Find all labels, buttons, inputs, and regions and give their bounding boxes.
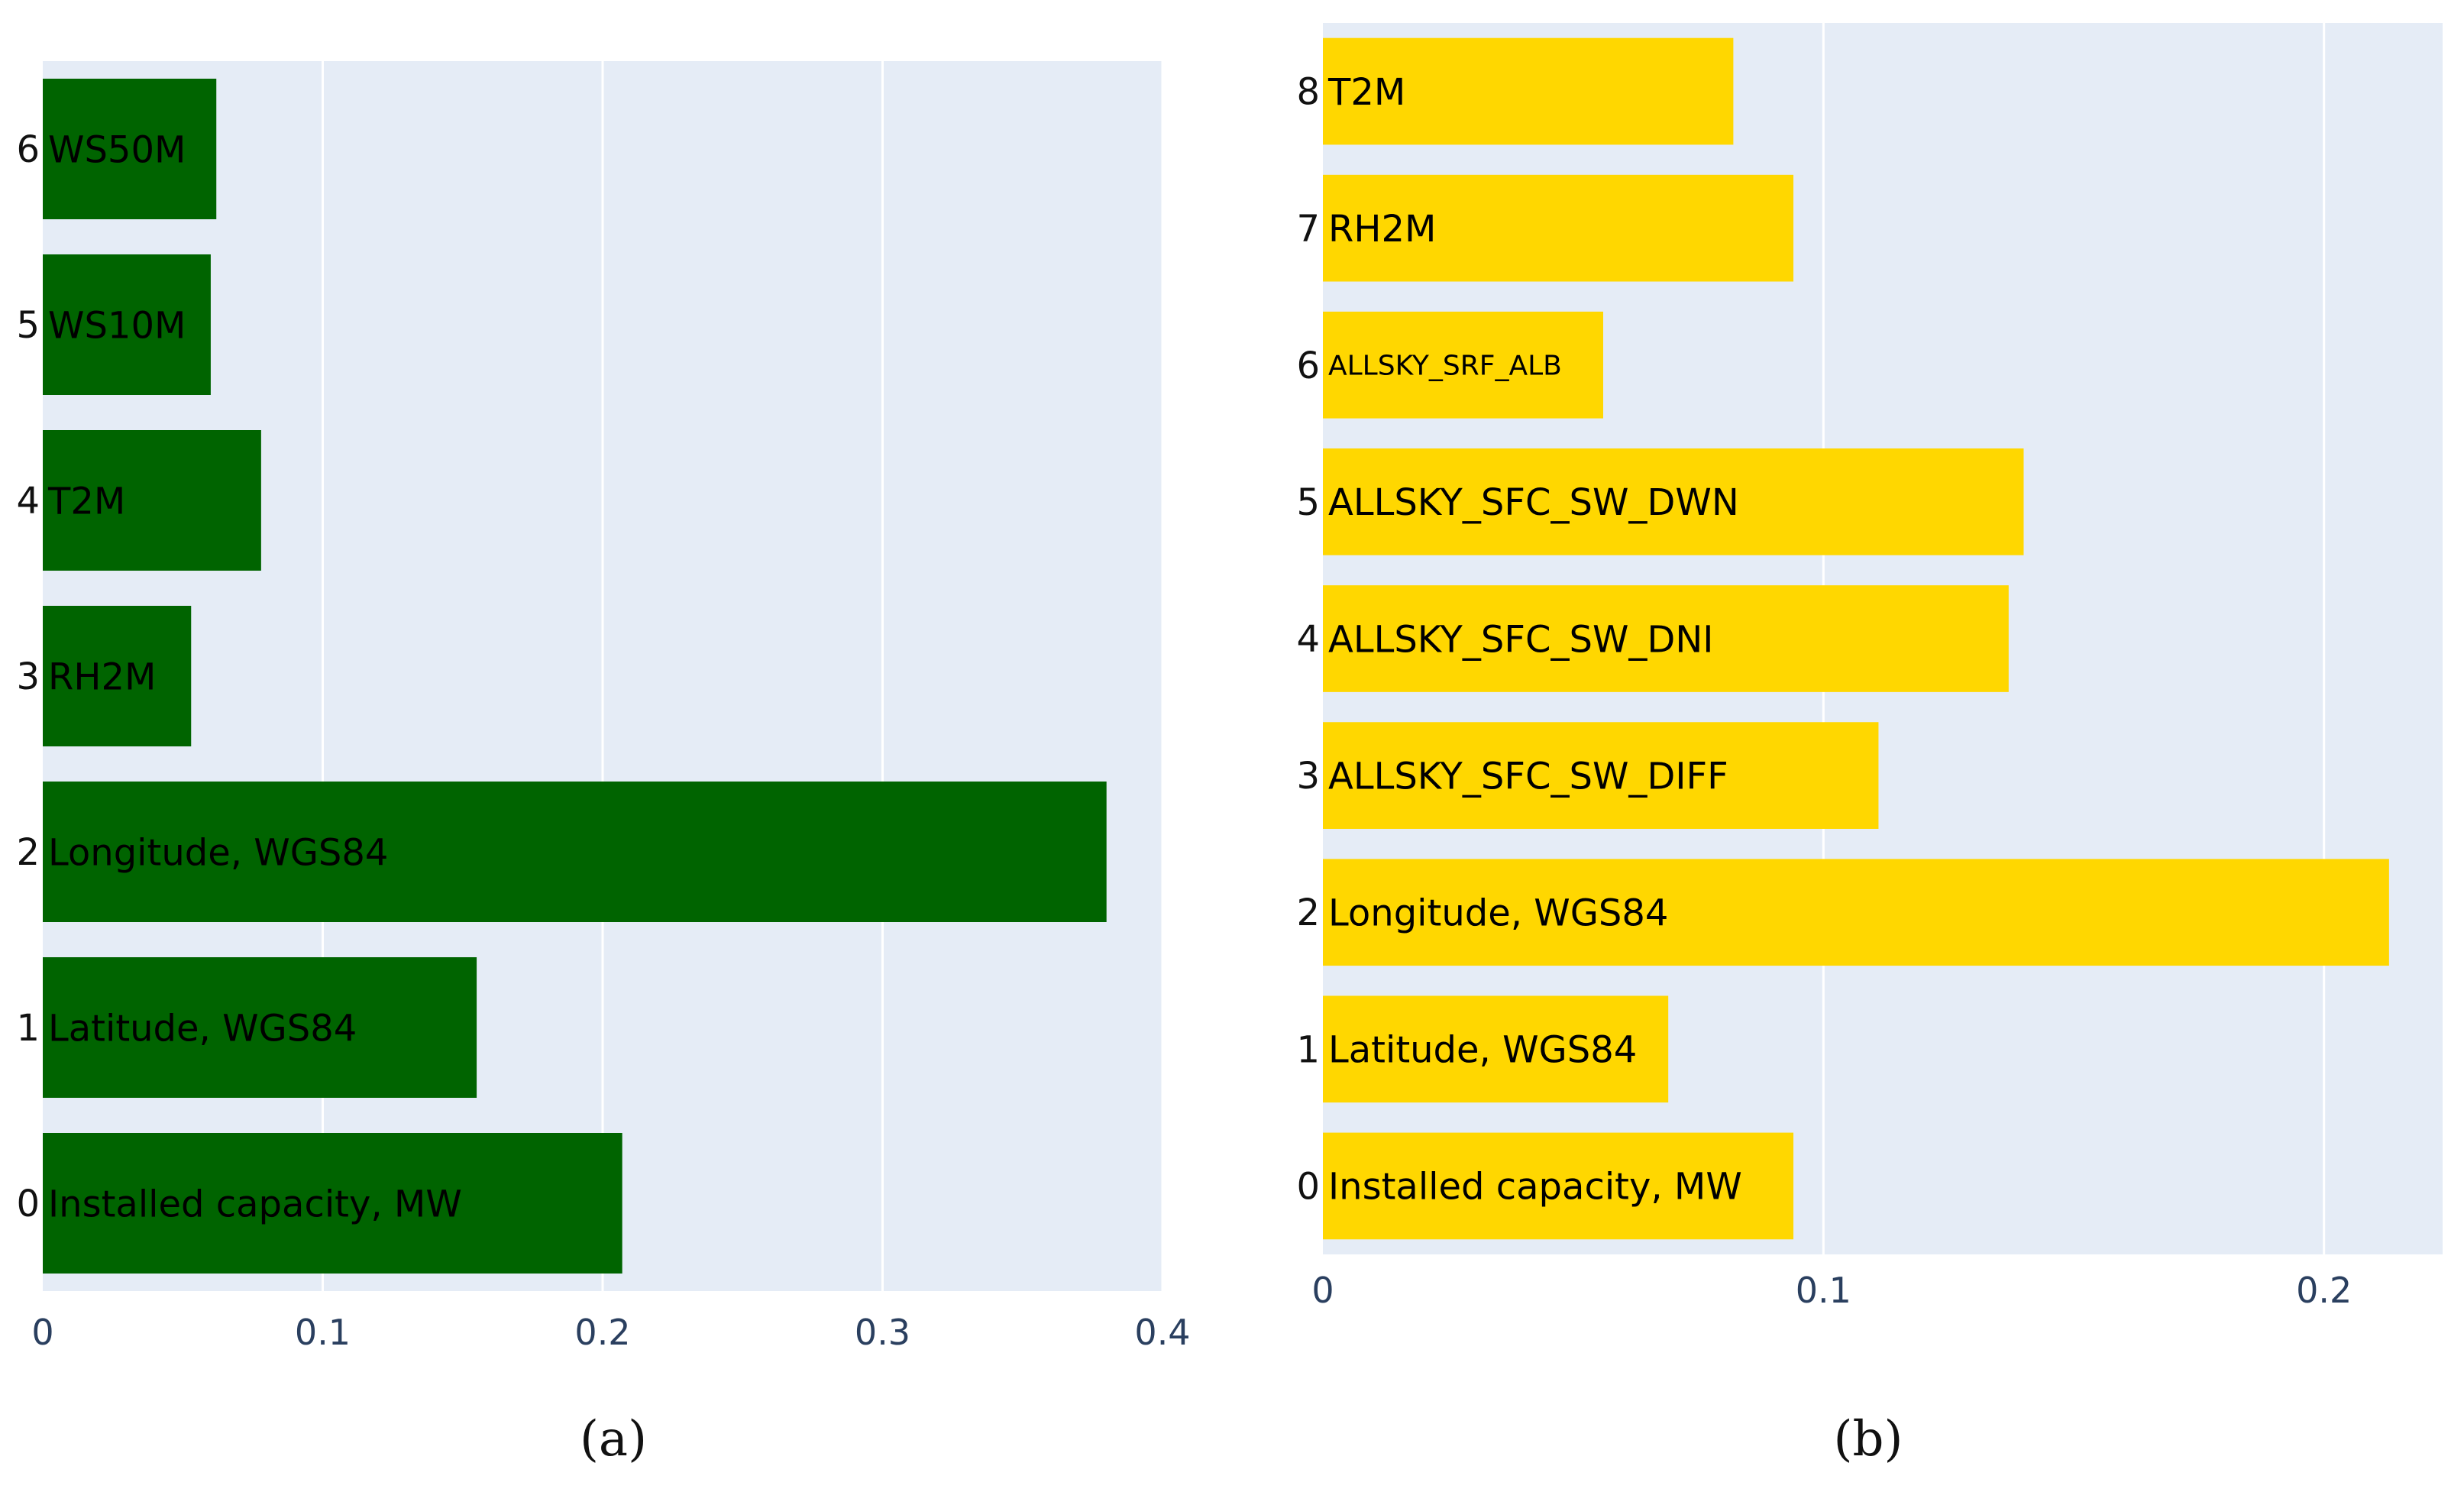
bar-label-b-6: ALLSKY_SRF_ALB	[1328, 351, 1562, 382]
category-index-b-1: 1	[1296, 1028, 1320, 1071]
bar-b-3	[1323, 722, 1879, 829]
bar-a-0	[43, 1133, 622, 1274]
bar-label-b-4: ALLSKY_SFC_SW_DNI	[1328, 618, 1713, 661]
bar-a-2	[43, 782, 1107, 922]
x-tick-label-b-2: 0.2	[2296, 1270, 2352, 1311]
bar-label-a-2: Longitude, WGS84	[48, 831, 388, 874]
bar-label-b-3: ALLSKY_SFC_SW_DIFF	[1328, 755, 1728, 798]
x-tick-label-b-1: 0.1	[1796, 1270, 1851, 1311]
bar-b-8	[1323, 37, 1734, 145]
bar-label-a-1: Latitude, WGS84	[48, 1007, 357, 1050]
category-index-b-0: 0	[1296, 1165, 1320, 1208]
bar-b-4	[1323, 585, 2009, 692]
bar-label-b-2: Longitude, WGS84	[1328, 892, 1668, 935]
x-tick-label-a-2: 0.2	[574, 1312, 630, 1353]
bar-label-a-6: WS50M	[48, 128, 186, 171]
chart-panel-a: 0 Installed capacity, MW1 Latitude, WGS842…	[16, 61, 1191, 1353]
category-index-b-8: 8	[1296, 71, 1320, 114]
chart-panel-b: 0 Installed capacity, MW1 Latitude, WGS842…	[1296, 23, 2443, 1311]
bar-b-6	[1323, 311, 1603, 419]
bar-a-1	[43, 957, 477, 1098]
category-index-b-6: 6	[1296, 345, 1320, 387]
bar-b-5	[1323, 448, 2024, 555]
category-index-a-1: 1	[16, 1007, 40, 1050]
bar-label-b-0: Installed capacity, MW	[1328, 1166, 1742, 1209]
bar-a-5	[43, 254, 211, 395]
x-tick-label-b-0: 0	[1311, 1270, 1334, 1311]
category-index-b-2: 2	[1296, 892, 1320, 934]
category-index-b-5: 5	[1296, 481, 1320, 524]
x-tick-label-a-1: 0.1	[295, 1312, 351, 1353]
category-index-a-3: 3	[16, 655, 40, 698]
category-index-b-4: 4	[1296, 618, 1320, 661]
bar-a-3	[43, 606, 192, 746]
category-index-b-3: 3	[1296, 755, 1320, 798]
bar-a-6	[43, 79, 217, 219]
category-index-a-6: 6	[16, 128, 40, 171]
caption-a: (a)	[580, 1411, 647, 1468]
bar-label-b-1: Latitude, WGS84	[1328, 1029, 1637, 1072]
bar-b-2	[1323, 859, 2389, 966]
category-index-a-0: 0	[16, 1183, 40, 1225]
bar-a-4	[43, 430, 261, 571]
category-index-a-4: 4	[16, 480, 40, 523]
bar-label-b-8: T2M	[1327, 71, 1405, 114]
bar-label-a-4: T2M	[47, 480, 125, 523]
bar-b-7	[1323, 174, 1794, 282]
bar-label-b-7: RH2M	[1328, 208, 1436, 251]
bar-b-0	[1323, 1132, 1794, 1240]
x-tick-label-a-0: 0	[31, 1312, 53, 1353]
bar-label-a-0: Installed capacity, MW	[48, 1183, 462, 1225]
bar-label-a-5: WS10M	[48, 304, 186, 347]
x-tick-label-a-3: 0.3	[855, 1312, 910, 1353]
x-tick-label-a-4: 0.4	[1134, 1312, 1190, 1353]
category-index-a-2: 2	[16, 831, 40, 874]
bar-b-1	[1323, 995, 1669, 1103]
category-index-a-5: 5	[16, 304, 40, 347]
bar-label-a-3: RH2M	[48, 655, 156, 698]
caption-b: (b)	[1834, 1411, 1903, 1468]
bar-label-b-5: ALLSKY_SFC_SW_DWN	[1328, 481, 1739, 524]
category-index-b-7: 7	[1296, 208, 1320, 251]
